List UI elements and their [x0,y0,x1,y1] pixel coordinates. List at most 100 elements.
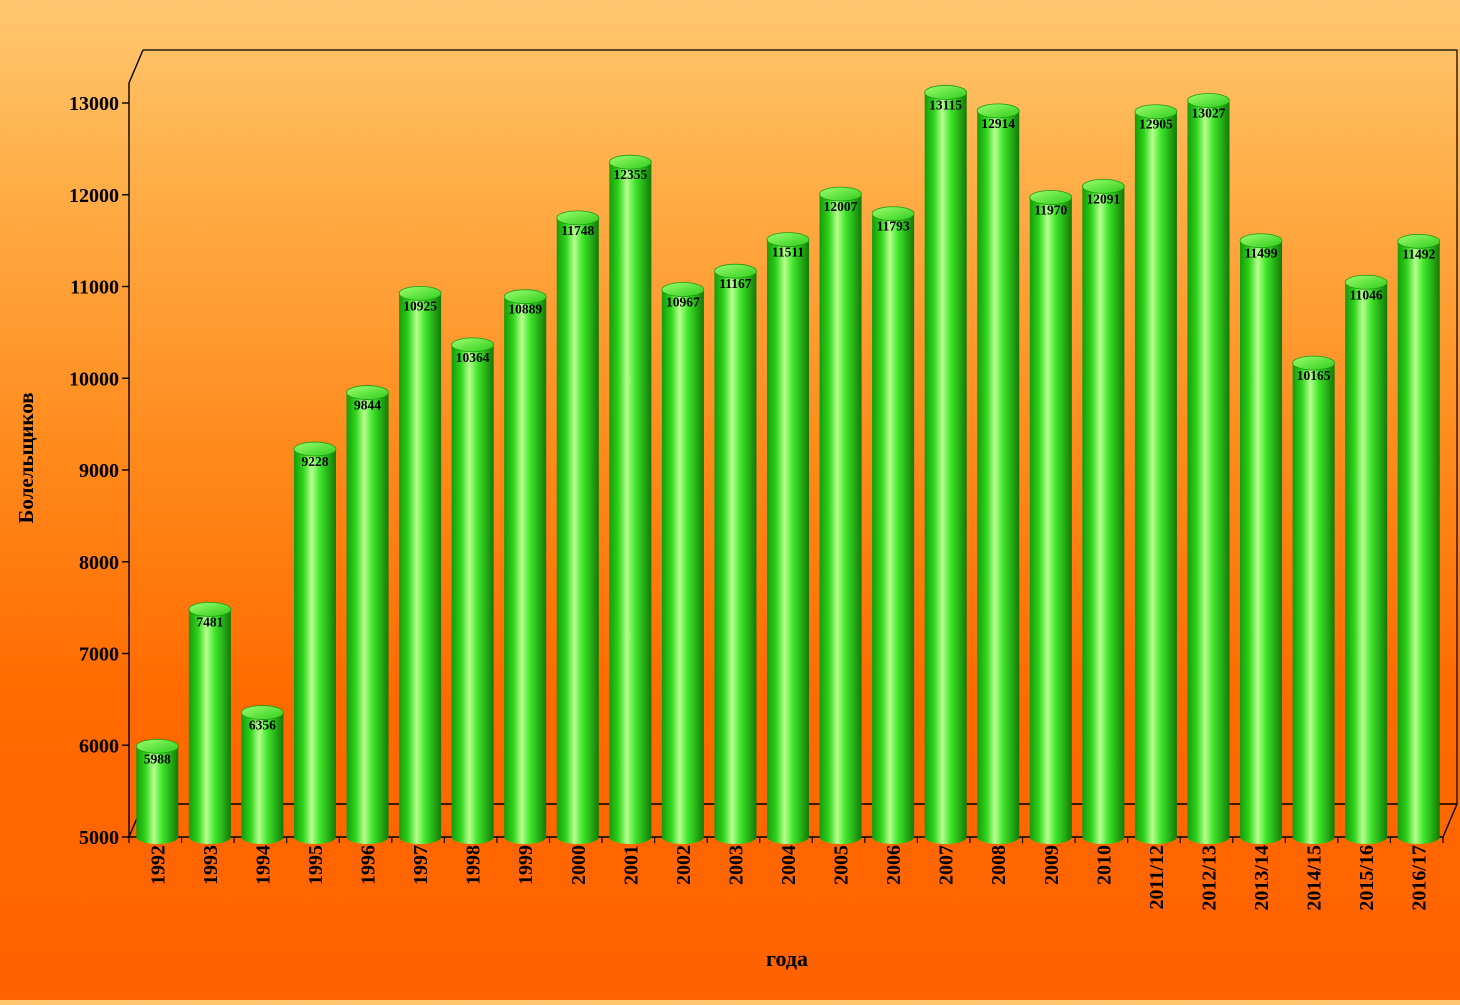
data-label: 11511 [772,245,805,260]
data-label: 12905 [1139,117,1173,132]
bar [924,85,968,845]
bar-body [188,609,231,844]
x-tick-label: 1992 [147,845,169,885]
y-tick-label: 12000 [69,185,119,207]
bar-body [399,293,442,845]
bar [346,385,389,844]
bar [1344,274,1388,844]
x-tick-label: 2013/14 [1251,845,1273,911]
bar-cap [1344,274,1388,290]
data-label: 12007 [824,199,858,214]
bars-group [135,85,1441,845]
bar-cap [1187,93,1230,108]
bar [451,337,495,844]
bar-cap [714,263,757,279]
x-tick-label: 2010 [1093,845,1115,885]
y-tick-label: 8000 [79,552,119,574]
x-tick-label: 1995 [305,845,327,885]
bar [1292,355,1336,845]
back-wall-outline [143,49,1458,804]
x-tick-label: 2005 [831,845,853,885]
data-label: 6356 [249,718,276,733]
bar [1081,179,1125,844]
y-tick-label: 10000 [69,368,119,390]
bar-cap [135,738,179,754]
x-tick-label: 2014/15 [1304,845,1326,911]
bar-cap [188,601,232,617]
x-tick-label: 2016/17 [1409,845,1431,911]
bar-body [1292,363,1335,845]
bar-cap [1029,190,1073,205]
bar-cap [976,103,1020,119]
bar-body [977,110,1020,844]
bar [714,263,757,845]
bar-body [241,712,284,844]
bar-cap [346,385,389,400]
y-tick-label: 9000 [79,460,119,482]
bar [661,282,705,845]
data-label: 5988 [144,751,171,766]
x-tick-label: 2002 [673,845,695,885]
data-label: 11046 [1350,287,1383,302]
bar [135,738,179,844]
bar [976,103,1020,844]
data-label: 12355 [613,167,647,182]
bar-cap [661,282,705,297]
bar-body [661,289,704,845]
y-tick-label: 13000 [69,93,119,115]
bar [1397,233,1441,845]
x-tick-label: 2008 [988,845,1010,885]
bar-cap [871,206,915,222]
bar [188,601,232,844]
bar-body [714,271,757,845]
y-tick-label: 7000 [79,644,119,666]
bar-cap [924,85,968,100]
data-label: 7481 [196,614,223,629]
data-label: 13115 [929,97,962,112]
data-label: 10364 [456,350,490,365]
bar [608,154,652,844]
x-tick-label: 2011/12 [1146,845,1168,909]
y-tick-label: 6000 [79,735,119,757]
data-label: 11167 [719,276,752,291]
y-tick-label: 5000 [79,827,119,849]
labels-group: 5000 6000 7000 8000 9000 10000 11000 12000 13000… [69,93,1435,911]
x-tick-label: 2007 [936,845,958,885]
data-label: 11793 [877,219,910,234]
x-tick-label: 2000 [568,845,590,885]
bar-cap [451,337,495,353]
bar-body [1029,197,1072,844]
bar-body [1345,282,1388,844]
bar-cap [1081,179,1125,194]
bar-cap [556,210,600,226]
bar [293,441,337,844]
bar-body [766,239,810,845]
bar-cap [293,441,337,457]
bar-cap [819,186,862,202]
x-tick-label: 2004 [778,845,800,885]
data-label: 11748 [561,223,594,238]
bar-body [1240,240,1283,844]
bar [1239,233,1283,844]
bar-cap [503,289,547,305]
bar-body [556,217,599,844]
bar [1187,93,1230,844]
x-tick-label: 1994 [252,845,274,885]
bar-cap [240,705,284,720]
bar-cap [766,232,810,248]
bar-cap [1239,233,1283,249]
bar-body [872,213,915,845]
data-label: 13027 [1192,106,1226,121]
bar [240,705,284,844]
bar [871,206,915,845]
x-tick-label: 2001 [620,845,642,885]
bar-body [1187,100,1230,844]
x-tick-label: 2003 [725,845,747,885]
bar-body [609,162,652,844]
x-tick-label: 2012/13 [1198,845,1220,911]
data-label: 10889 [508,302,542,317]
x-tick-label: 1997 [410,845,432,885]
bar-body [136,746,179,844]
bar-cap [1134,104,1178,120]
